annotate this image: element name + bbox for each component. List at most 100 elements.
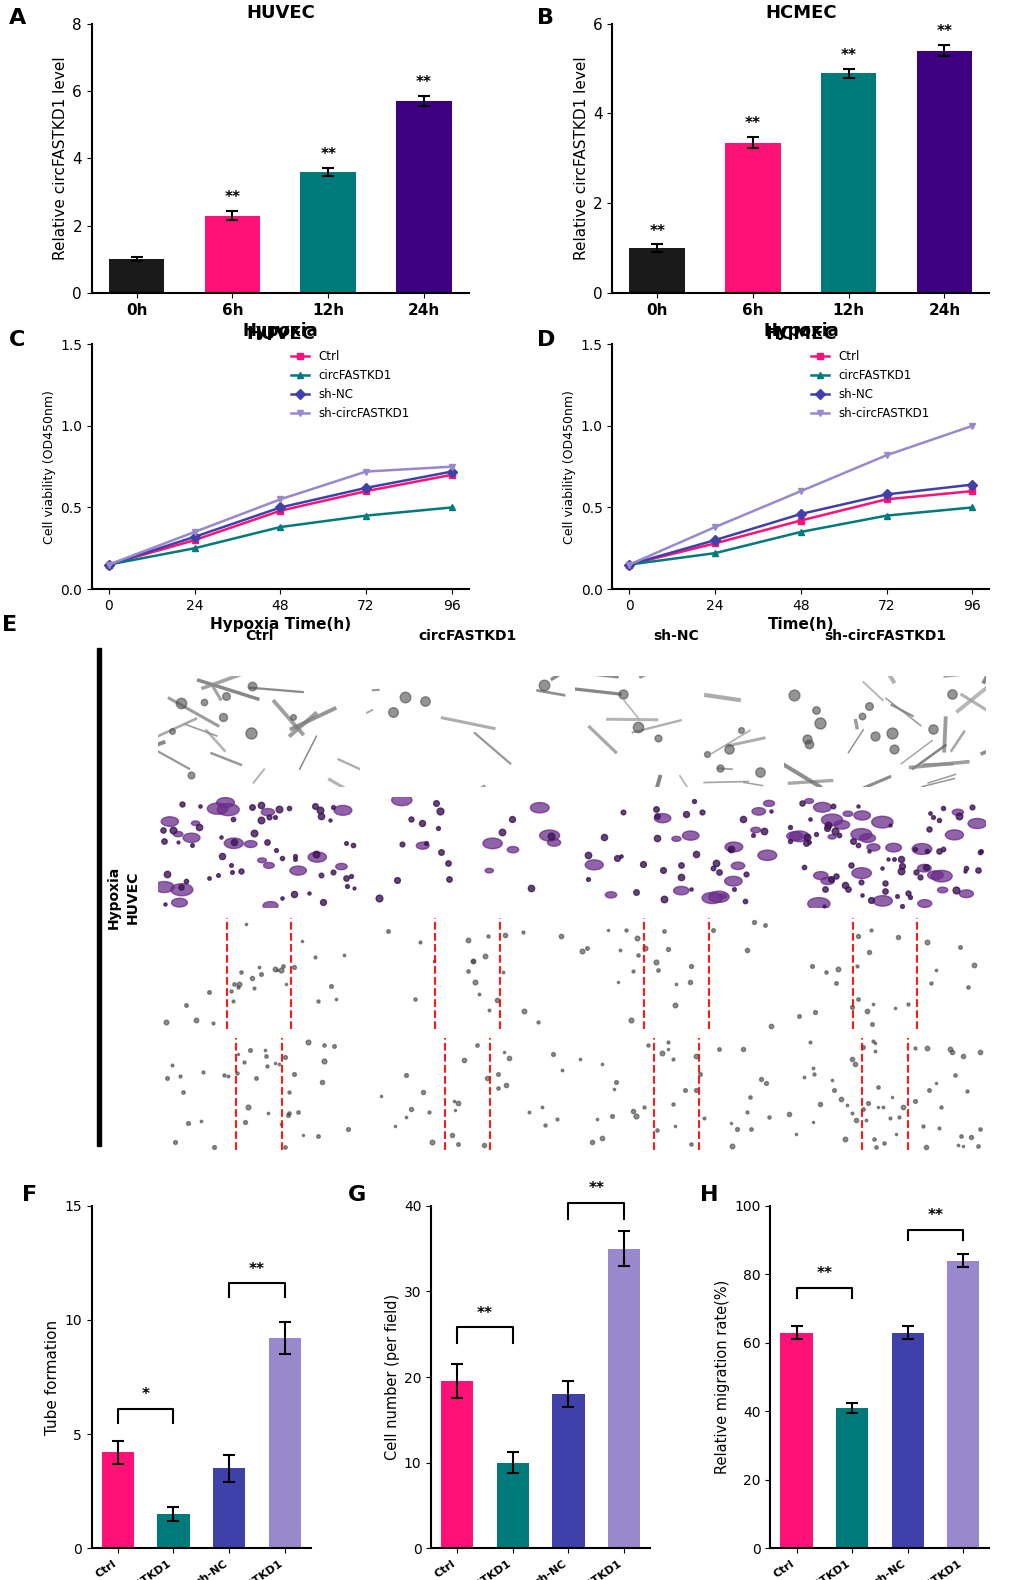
X-axis label: Hypoxia: Hypoxia (762, 322, 838, 340)
circFASTKD1 (965, 498, 977, 517)
Bar (861, 1038, 907, 1150)
Circle shape (161, 817, 178, 826)
Y-axis label: Cell number (per field): Cell number (per field) (384, 1294, 399, 1460)
Circle shape (723, 877, 742, 886)
sh-NC (445, 461, 458, 480)
Circle shape (604, 891, 616, 897)
sh-circFASTKD1 (274, 490, 286, 509)
Text: C: C (9, 330, 25, 349)
sh-circFASTKD1 (360, 461, 372, 480)
circFASTKD1 (708, 544, 720, 562)
Bar (268, 1338, 301, 1548)
Circle shape (872, 896, 892, 907)
Bar (551, 1394, 584, 1548)
Circle shape (171, 899, 187, 907)
Ctrl (623, 555, 635, 574)
Bar (653, 1038, 698, 1150)
sh-NC (189, 528, 201, 547)
sh-circFASTKD1 (623, 555, 635, 574)
Bar (643, 918, 708, 1029)
Text: B: B (536, 8, 553, 27)
Bar (102, 1452, 133, 1548)
circFASTKD1 (623, 555, 635, 574)
Text: sh-circFASTKD1: sh-circFASTKD1 (823, 629, 946, 643)
Text: **: ** (935, 24, 952, 40)
Circle shape (547, 839, 560, 847)
Y-axis label: Relative circFASTKD1 level: Relative circFASTKD1 level (573, 57, 588, 261)
Circle shape (289, 866, 306, 875)
Circle shape (853, 811, 869, 820)
Circle shape (217, 804, 239, 815)
Bar (213, 1468, 245, 1548)
Text: Hypoxia: Hypoxia (107, 866, 120, 929)
Circle shape (182, 833, 200, 842)
Circle shape (482, 837, 501, 848)
sh-circFASTKD1 (445, 457, 458, 476)
sh-NC (879, 485, 892, 504)
Circle shape (731, 863, 744, 869)
X-axis label: Hypoxia Time(h): Hypoxia Time(h) (210, 616, 351, 632)
Circle shape (506, 847, 519, 853)
Circle shape (851, 867, 870, 878)
circFASTKD1 (360, 506, 372, 525)
Circle shape (682, 831, 698, 841)
Text: HUVEC: HUVEC (125, 871, 140, 924)
Bar (496, 1463, 529, 1548)
Text: **: ** (840, 47, 856, 63)
Ctrl (879, 490, 892, 509)
Circle shape (750, 828, 760, 833)
Circle shape (391, 795, 412, 806)
Text: **: ** (477, 1305, 492, 1321)
X-axis label: Time(h): Time(h) (767, 616, 834, 632)
Bar (395, 101, 451, 292)
sh-NC (103, 555, 115, 574)
Line: sh-NC: sh-NC (105, 468, 454, 569)
Bar (440, 1381, 473, 1548)
Text: G: G (347, 1185, 366, 1206)
Line: sh-circFASTKD1: sh-circFASTKD1 (626, 422, 975, 569)
Bar (301, 172, 356, 292)
Bar (444, 1038, 490, 1150)
Bar (947, 1261, 978, 1548)
Circle shape (804, 798, 813, 804)
Bar (226, 918, 291, 1029)
Circle shape (653, 814, 671, 823)
Text: A: A (9, 8, 26, 27)
Bar (205, 215, 260, 292)
Ctrl (445, 466, 458, 485)
Line: circFASTKD1: circFASTKD1 (105, 504, 454, 569)
Ctrl (708, 534, 720, 553)
Circle shape (585, 860, 602, 871)
Y-axis label: Cell viability (OD450nm): Cell viability (OD450nm) (43, 390, 56, 544)
Ctrl (360, 482, 372, 501)
Y-axis label: Tube formation: Tube formation (45, 1319, 60, 1435)
sh-NC (794, 504, 806, 523)
Text: **: ** (815, 1266, 832, 1281)
Line: Ctrl: Ctrl (105, 471, 454, 569)
Circle shape (173, 831, 182, 837)
sh-NC (274, 498, 286, 517)
Circle shape (751, 807, 765, 815)
Text: D: D (536, 330, 554, 349)
sh-NC (708, 531, 720, 550)
circFASTKD1 (103, 555, 115, 574)
Circle shape (926, 871, 943, 880)
Text: *: * (142, 1387, 150, 1401)
Circle shape (672, 836, 681, 842)
Line: sh-NC: sh-NC (626, 482, 975, 569)
Title: HUVEC: HUVEC (246, 325, 315, 343)
Y-axis label: Relative migration rate(%): Relative migration rate(%) (714, 1280, 730, 1474)
Legend: Ctrl, circFASTKD1, sh-NC, sh-circFASTKD1: Ctrl, circFASTKD1, sh-NC, sh-circFASTKD1 (806, 346, 933, 425)
Legend: Ctrl, circFASTKD1, sh-NC, sh-circFASTKD1: Ctrl, circFASTKD1, sh-NC, sh-circFASTKD1 (286, 346, 414, 425)
Ctrl (189, 531, 201, 550)
Text: **: ** (744, 117, 760, 131)
Circle shape (539, 830, 559, 841)
Circle shape (820, 877, 834, 885)
Circle shape (263, 902, 278, 910)
Circle shape (485, 869, 493, 872)
Circle shape (813, 803, 830, 812)
sh-circFASTKD1 (879, 446, 892, 465)
Title: HCMEC: HCMEC (764, 5, 836, 22)
Circle shape (416, 842, 429, 848)
Circle shape (827, 834, 836, 839)
